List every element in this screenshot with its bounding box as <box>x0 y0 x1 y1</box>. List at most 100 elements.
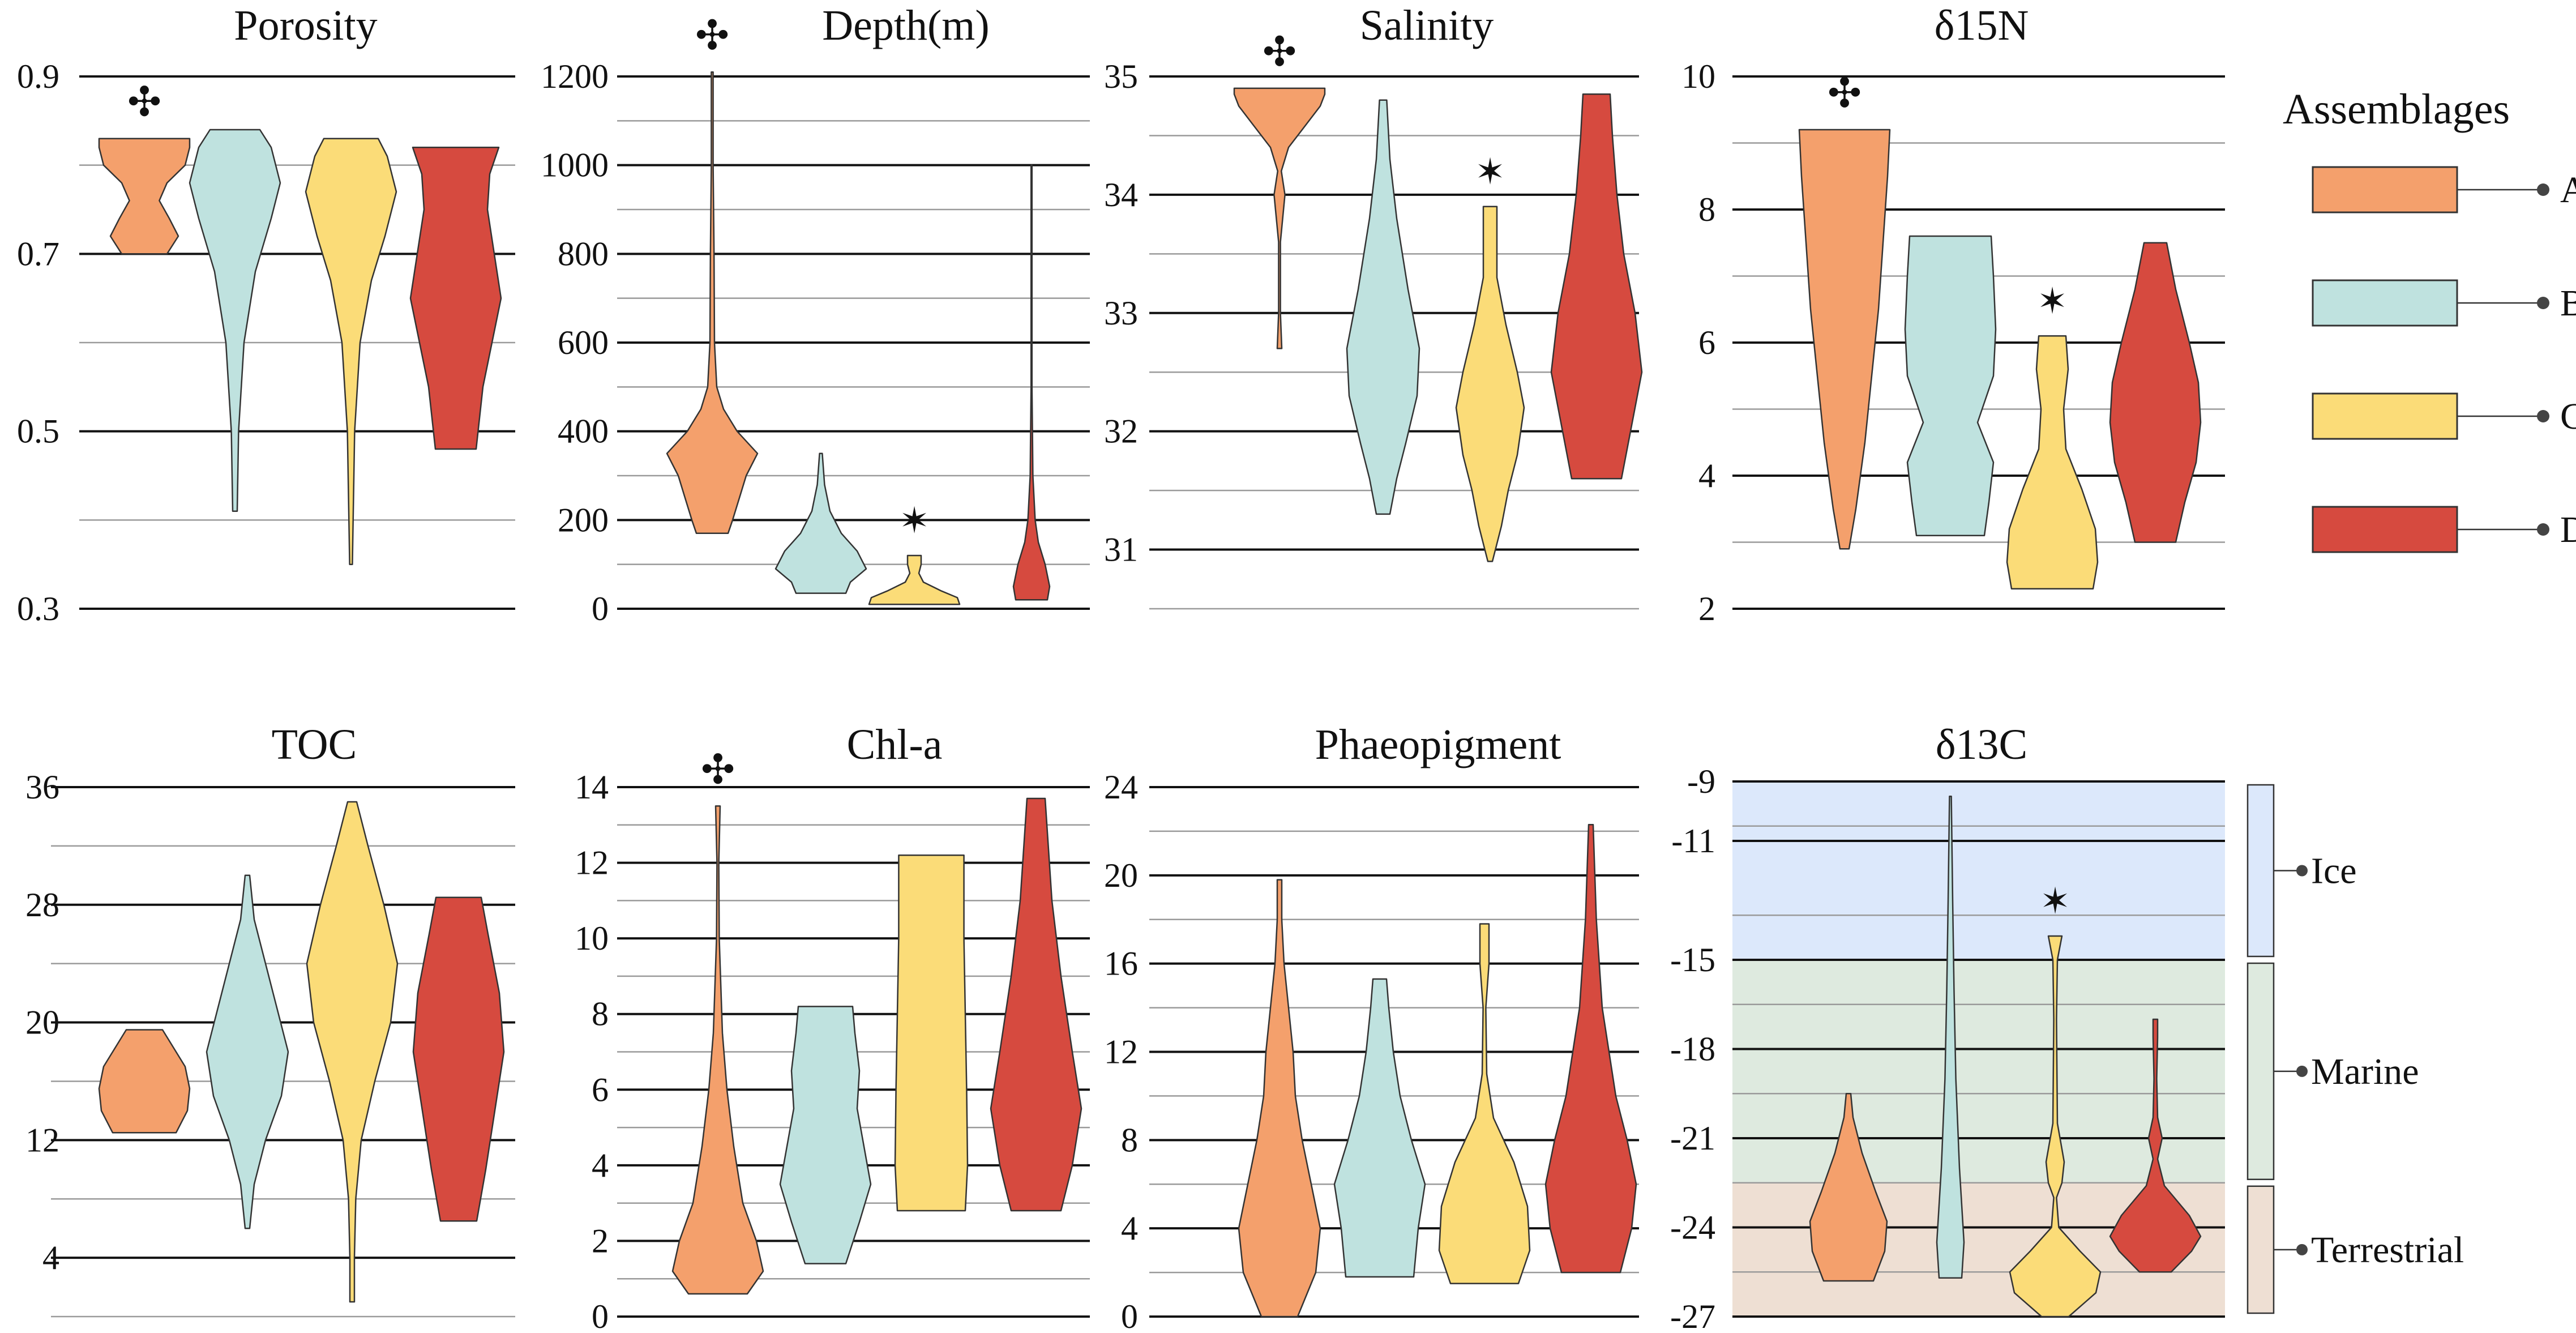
panel-0: 0.3 0.5 0.7 0.9 Porosity ✣ <box>17 2 515 627</box>
zone-label-ice: Ice <box>2311 851 2357 892</box>
y-tick-label: 12 <box>25 1121 59 1159</box>
panel-title: Phaeopigment <box>1315 721 1561 768</box>
y-tick-label: 4 <box>1698 457 1715 494</box>
violin-D <box>1550 93 1643 480</box>
y-tick-label: 8 <box>1698 191 1715 228</box>
violin-A <box>98 1029 191 1134</box>
zone-label-terrestrial: Terrestrial <box>2311 1229 2464 1271</box>
legend-title: Assemblages <box>2283 86 2510 133</box>
y-tick-label: 14 <box>575 768 609 806</box>
y-tick-label: 32 <box>1104 413 1138 450</box>
zone-legend-bar-marine <box>2246 962 2275 1180</box>
violin-D <box>2109 1018 2202 1273</box>
club-marker: ✣ <box>695 11 729 59</box>
zone-legend: Ice Marine Terrestrial <box>2246 784 2464 1314</box>
star-marker: ✶ <box>2040 881 2070 922</box>
zone-dot <box>2296 1065 2308 1077</box>
violin-B <box>1904 235 1997 537</box>
y-tick-label: 0.9 <box>17 58 59 95</box>
zone-dot <box>2296 1244 2308 1255</box>
y-tick-label: 6 <box>592 1071 609 1108</box>
y-tick-label: 2 <box>592 1222 609 1259</box>
y-tick-label: 16 <box>1104 945 1138 982</box>
zone-legend-bar-terrestrial <box>2246 1185 2275 1314</box>
y-tick-label: 12 <box>575 844 609 882</box>
y-tick-label: 4 <box>42 1239 59 1276</box>
y-tick-label: 20 <box>25 1004 59 1041</box>
panel-title: Depth(m) <box>822 2 989 49</box>
y-tick-label: 0 <box>592 1298 609 1333</box>
y-tick-label: 28 <box>25 886 59 924</box>
violin-C <box>894 854 969 1212</box>
y-tick-label: 400 <box>558 413 609 450</box>
legend-label-A: A <box>2560 169 2576 211</box>
y-tick-label: 8 <box>1121 1121 1138 1159</box>
y-tick-label: 8 <box>592 996 609 1033</box>
panel-title: Porosity <box>234 2 377 49</box>
violin-B <box>1346 99 1420 515</box>
star-marker: ✶ <box>2037 280 2068 322</box>
legend-dot <box>2537 523 2549 536</box>
violin-C <box>1455 206 1525 562</box>
violin-C <box>306 801 399 1303</box>
violin-C <box>2009 935 2102 1318</box>
violin-D <box>1012 164 1051 601</box>
panel-5: 0 2 4 6 8 10 12 14 Chl-a ✣ <box>575 721 1090 1333</box>
legend-swatch-A <box>2312 166 2458 213</box>
zone-label-marine: Marine <box>2311 1051 2419 1092</box>
legend-swatch-C <box>2312 392 2458 440</box>
violin-A <box>1233 87 1326 349</box>
violin-B <box>1333 978 1426 1278</box>
y-tick-label: 2 <box>1698 590 1715 627</box>
y-tick-label: -15 <box>1670 941 1715 979</box>
y-tick-label: 200 <box>558 501 609 539</box>
violin-C <box>2006 335 2099 590</box>
y-tick-label: 0 <box>1121 1298 1138 1333</box>
panel-3: 2 4 6 8 10 δ15N ✣ ✶ <box>1681 2 2225 627</box>
club-marker: ✣ <box>1828 69 1862 117</box>
panel-title: δ15N <box>1935 2 2029 49</box>
y-tick-label: 10 <box>1681 58 1715 95</box>
y-tick-label: -11 <box>1671 822 1715 860</box>
panels-group: 0.30.50.70.9Porosity✣0200400600800100012… <box>17 2 2225 1333</box>
violin-C <box>305 138 397 565</box>
violin-A <box>1798 129 1891 550</box>
y-tick-label: 0.7 <box>17 235 59 272</box>
violin-D <box>409 147 502 450</box>
y-tick-label: -9 <box>1687 763 1715 800</box>
y-tick-label: 0.5 <box>17 413 59 450</box>
club-marker: ✣ <box>1263 28 1296 75</box>
club-marker: ✣ <box>127 78 161 126</box>
panel-title: TOC <box>272 721 357 768</box>
y-tick-label: 6 <box>1698 324 1715 361</box>
panel-6: 0 4 8 12 16 20 24 Phaeopigment <box>1104 721 1639 1333</box>
legend-label-C: C <box>2560 396 2576 437</box>
violin-A <box>666 71 759 535</box>
zone-band-ice <box>1732 781 2225 960</box>
star-marker: ✶ <box>899 500 930 542</box>
violin-A <box>1809 1093 1888 1282</box>
legend-dot <box>2537 410 2549 422</box>
y-tick-label: 800 <box>558 235 609 272</box>
legend-swatch-B <box>2312 279 2458 327</box>
y-tick-label: 0.3 <box>17 590 59 627</box>
y-tick-label: 600 <box>558 324 609 361</box>
y-tick-label: 31 <box>1104 531 1138 569</box>
y-tick-label: 36 <box>25 768 59 806</box>
panel-4: 4 12 20 28 36 TOC <box>25 721 515 1318</box>
y-tick-label: 35 <box>1104 58 1138 95</box>
y-tick-label: 4 <box>1121 1210 1138 1247</box>
y-tick-label: 33 <box>1104 294 1138 332</box>
panel-title: δ13C <box>1936 721 2028 768</box>
zone-band-marine <box>1732 960 2225 1183</box>
violin-D <box>990 797 1082 1212</box>
zone-dot <box>2296 865 2308 877</box>
y-tick-label: 34 <box>1104 176 1138 213</box>
assemblage-legend: Assemblages A B C D <box>2283 86 2576 553</box>
y-tick-label: -21 <box>1670 1120 1715 1157</box>
violin-B <box>779 1006 872 1264</box>
star-marker: ✶ <box>1475 151 1505 193</box>
legend-dot <box>2537 297 2549 309</box>
violin-B <box>774 452 867 594</box>
